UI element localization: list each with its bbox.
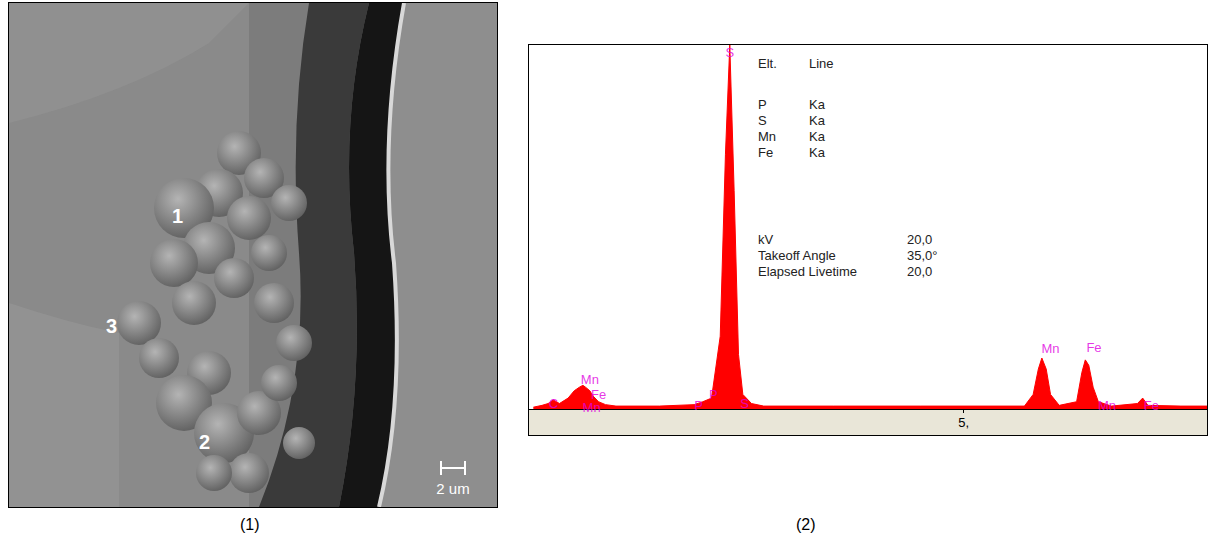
svg-text:Mn: Mn	[1098, 398, 1116, 413]
svg-text:Elapsed Livetime: Elapsed Livetime	[758, 264, 857, 279]
html-text:(1): (1)	[240, 516, 260, 533]
svg-text:Ka: Ka	[809, 145, 826, 160]
svg-text:Fe: Fe	[1144, 398, 1159, 413]
svg-text:S: S	[758, 113, 767, 128]
svg-text:Ka: Ka	[809, 113, 826, 128]
svg-text:Ka: Ka	[809, 129, 826, 144]
svg-text:Ka: Ka	[809, 97, 826, 112]
svg-text:kV: kV	[758, 232, 774, 247]
svg-text:P: P	[694, 398, 703, 413]
svg-text:Mn: Mn	[758, 129, 776, 144]
svg-text:3: 3	[106, 315, 117, 337]
svg-text:Line: Line	[809, 56, 834, 71]
svg-text:S: S	[725, 45, 734, 60]
svg-text:C: C	[549, 396, 558, 411]
svg-text:P: P	[709, 387, 718, 402]
svg-text:2: 2	[199, 431, 210, 453]
svg-text:1: 1	[172, 205, 183, 227]
svg-text:20,0: 20,0	[907, 232, 932, 247]
svg-text:S: S	[740, 396, 749, 411]
svg-text:35,0°: 35,0°	[907, 248, 938, 263]
svg-text:Elt.: Elt.	[758, 56, 777, 71]
svg-text:2 um: 2 um	[436, 480, 469, 497]
svg-text:Fe: Fe	[758, 145, 773, 160]
html-text:(2): (2)	[796, 516, 816, 533]
svg-text:5,: 5,	[958, 415, 969, 430]
svg-text:20,0: 20,0	[907, 264, 932, 279]
svg-text:Fe: Fe	[591, 386, 607, 402]
svg-text:Mn: Mn	[583, 400, 601, 415]
svg-text:Fe: Fe	[1086, 340, 1101, 355]
svg-text:Takeoff Angle: Takeoff Angle	[758, 248, 836, 263]
svg-text:Mn: Mn	[1042, 341, 1060, 356]
svg-text:P: P	[758, 97, 767, 112]
svg-text:Mn: Mn	[581, 372, 599, 387]
